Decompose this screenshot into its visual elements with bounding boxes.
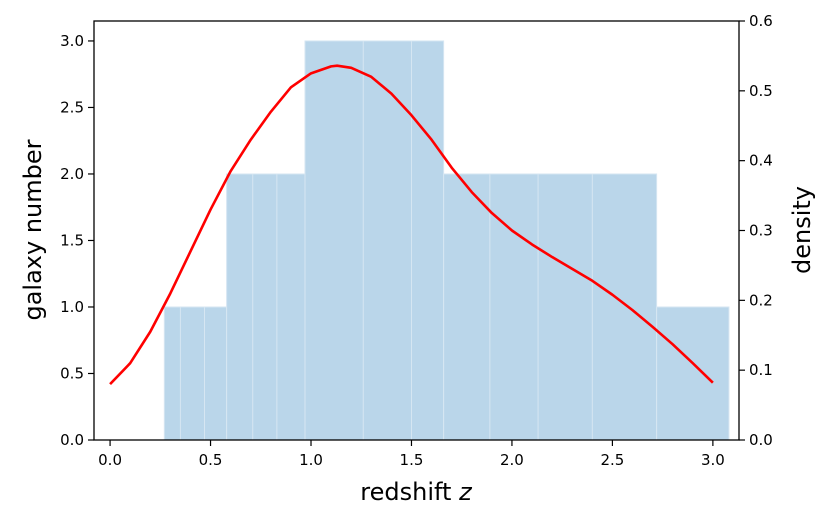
right-y-tick-label-4: 0.4 [749, 152, 773, 170]
x-tick-label-2: 1.0 [299, 451, 323, 469]
left-y-tick-label-0: 0.0 [60, 431, 84, 449]
histogram-bar-4 [656, 306, 730, 441]
left-y-tick-label-1: 0.5 [60, 364, 84, 382]
x-tick-label-3: 1.5 [400, 451, 424, 469]
left-y-tick-label-6: 3.0 [60, 32, 84, 50]
right-y-axis-label: density [788, 186, 816, 274]
left-y-tick-label-5: 2.5 [60, 98, 84, 116]
left-y-axis-ticks: 0.0 0.5 1.0 1.5 2.0 2.5 3.0 [60, 32, 94, 449]
x-axis-label-variable: z [458, 478, 473, 506]
right-y-tick-label-6: 0.6 [749, 12, 773, 30]
left-y-tick-label-3: 1.5 [60, 231, 84, 249]
density-curve [109, 64, 714, 386]
right-y-tick-label-3: 0.3 [749, 222, 773, 240]
histogram-bar-0 [163, 306, 228, 441]
histogram-bin-edges [179, 40, 593, 440]
left-y-tick-label-4: 2.0 [60, 165, 84, 183]
right-y-tick-label-2: 0.2 [749, 291, 773, 309]
x-tick-label-0: 0.0 [98, 451, 122, 469]
right-y-tick-label-0: 0.0 [749, 431, 773, 449]
right-y-axis-ticks: 0.0 0.1 0.2 0.3 0.4 0.5 0.6 [739, 12, 773, 449]
histogram-bar-3 [443, 173, 658, 441]
histogram-bars [163, 40, 730, 441]
left-y-tick-label-2: 1.0 [60, 298, 84, 316]
histogram-bar-1 [226, 173, 306, 441]
x-axis-label: redshift z [360, 478, 473, 506]
left-y-axis-label: galaxy number [19, 139, 47, 320]
x-tick-label-5: 2.5 [600, 451, 624, 469]
right-y-tick-label-1: 0.1 [749, 361, 773, 379]
x-axis-label-text: redshift [360, 478, 451, 506]
x-tick-label-6: 3.0 [701, 451, 725, 469]
right-y-tick-label-5: 0.5 [749, 82, 773, 100]
x-axis-ticks: 0.0 0.5 1.0 1.5 2.0 2.5 3.0 [98, 440, 725, 469]
x-tick-label-1: 0.5 [199, 451, 223, 469]
histogram-bar-2 [304, 40, 445, 441]
x-tick-label-4: 2.0 [500, 451, 524, 469]
